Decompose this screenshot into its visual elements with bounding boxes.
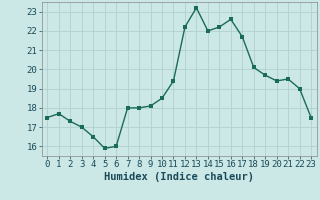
X-axis label: Humidex (Indice chaleur): Humidex (Indice chaleur) — [104, 172, 254, 182]
